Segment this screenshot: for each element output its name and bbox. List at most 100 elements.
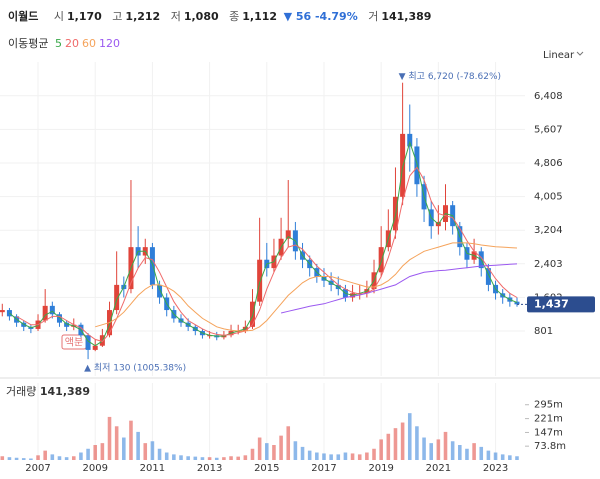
volume-bar — [465, 448, 469, 460]
high-annotation: ▼ 최고 6,720 (-78.62%) — [399, 71, 501, 82]
volume-bar — [114, 426, 119, 460]
dropdown-icon[interactable] — [576, 51, 584, 56]
candle-body — [485, 268, 491, 285]
x-tick-label: 2021 — [426, 463, 451, 474]
scale-label[interactable]: Linear — [543, 50, 575, 61]
volume-bar — [107, 416, 112, 460]
volume-bar — [472, 443, 476, 460]
volume-title-label: 거래량 — [6, 385, 36, 398]
volume-bar — [136, 431, 140, 460]
volume-bar — [179, 455, 183, 460]
y-tick-label: 73.8m — [534, 441, 566, 452]
open-value: 1,170 — [67, 10, 102, 23]
volume-bar — [14, 457, 19, 460]
volume-bar — [350, 453, 355, 460]
volume-bar — [357, 454, 362, 460]
volume-bar — [386, 433, 391, 460]
volume-bar — [7, 457, 12, 460]
volume-bar — [515, 456, 519, 460]
open-label: 시 — [53, 10, 64, 23]
volume-bar — [71, 456, 76, 460]
close-label: 종 — [229, 10, 240, 23]
y-tick-label: 221m — [534, 414, 563, 425]
volume-bar — [250, 448, 255, 460]
y-tick-label: 6,408 — [534, 91, 563, 102]
ma-legend: 이동평균 5 20 60 120 — [8, 35, 123, 51]
candle-body — [378, 247, 384, 273]
volume-bar — [243, 455, 248, 460]
y-tick-label: 5,607 — [534, 124, 563, 135]
volume-bar — [436, 439, 441, 460]
volume-bar — [500, 454, 505, 460]
volume-bar — [443, 431, 448, 460]
volume-bar — [150, 441, 155, 460]
volume-bar — [407, 413, 412, 460]
low-value: 1,080 — [183, 10, 219, 23]
volume-title: 거래량 141,389 — [6, 385, 90, 398]
y-tick-label: 801 — [534, 326, 553, 337]
candle-body — [285, 230, 291, 239]
volume-bar — [493, 452, 498, 460]
volume-bar — [50, 454, 55, 460]
x-tick-label: 2019 — [368, 463, 393, 474]
volume-bar — [379, 439, 383, 460]
legend-entry: 20 — [64, 37, 79, 50]
volume-bar — [508, 455, 512, 460]
candle-body — [400, 133, 406, 197]
candle-body — [114, 284, 120, 311]
volume-bar — [293, 441, 298, 460]
x-tick-label: 2007 — [25, 463, 50, 474]
volume-bar — [322, 453, 326, 460]
volume-bar — [64, 457, 69, 460]
ma-line — [280, 263, 518, 314]
volume-bar — [279, 435, 283, 460]
volume-bar — [0, 456, 5, 460]
x-tick-label: 2015 — [254, 463, 279, 474]
volume-bar — [458, 445, 462, 460]
volume-bar — [429, 443, 433, 460]
volume-bar — [186, 456, 190, 460]
ma-line — [9, 140, 518, 347]
high-value: 1,212 — [125, 10, 161, 23]
stock-name: 이월드 — [8, 10, 39, 23]
volume-bar — [57, 456, 62, 460]
low-annotation: ▲ 최저 130 (1005.38%) — [84, 363, 186, 374]
volume-bar — [21, 458, 26, 460]
volume-bar — [272, 445, 276, 460]
candle-body — [64, 322, 70, 327]
volume-bar — [200, 457, 205, 460]
y-tick-label: 295m — [534, 400, 563, 411]
volume-bar — [164, 452, 169, 460]
volume-bar — [393, 428, 398, 460]
volume-bar — [265, 443, 269, 460]
high-label: 고 — [112, 10, 123, 23]
volume-bar — [422, 437, 426, 460]
ma-legend-title: 이동평균 — [8, 37, 49, 50]
volume-bar — [79, 452, 83, 460]
split-label: 액분 — [65, 337, 83, 349]
volume-bar — [400, 422, 405, 460]
volume-bar — [29, 458, 33, 460]
x-tick-label: 2011 — [140, 463, 165, 474]
volume-bar — [43, 450, 47, 460]
header: 이월드 시 1,170 고 1,212 저 1,080 종 1,112 ▼ 56 -4.… — [8, 8, 434, 24]
candle-body — [257, 259, 263, 302]
volume-label: 거 — [368, 10, 379, 23]
x-tick-label: 2009 — [82, 463, 107, 474]
volume-bar — [222, 457, 226, 460]
ma-line — [16, 166, 518, 343]
volume-bar — [172, 454, 176, 460]
candle-body — [207, 335, 213, 337]
low-label: 저 — [170, 10, 181, 23]
volume-bar — [122, 437, 126, 460]
candle-body — [0, 310, 5, 313]
volume-bar — [36, 455, 40, 460]
legend-entry: 120 — [98, 37, 120, 50]
volume-bar — [193, 456, 198, 460]
volume-bar — [479, 446, 484, 460]
candle-body — [407, 133, 413, 147]
x-tick-label: 2023 — [483, 463, 508, 474]
y-tick-label: 4,806 — [534, 158, 563, 169]
